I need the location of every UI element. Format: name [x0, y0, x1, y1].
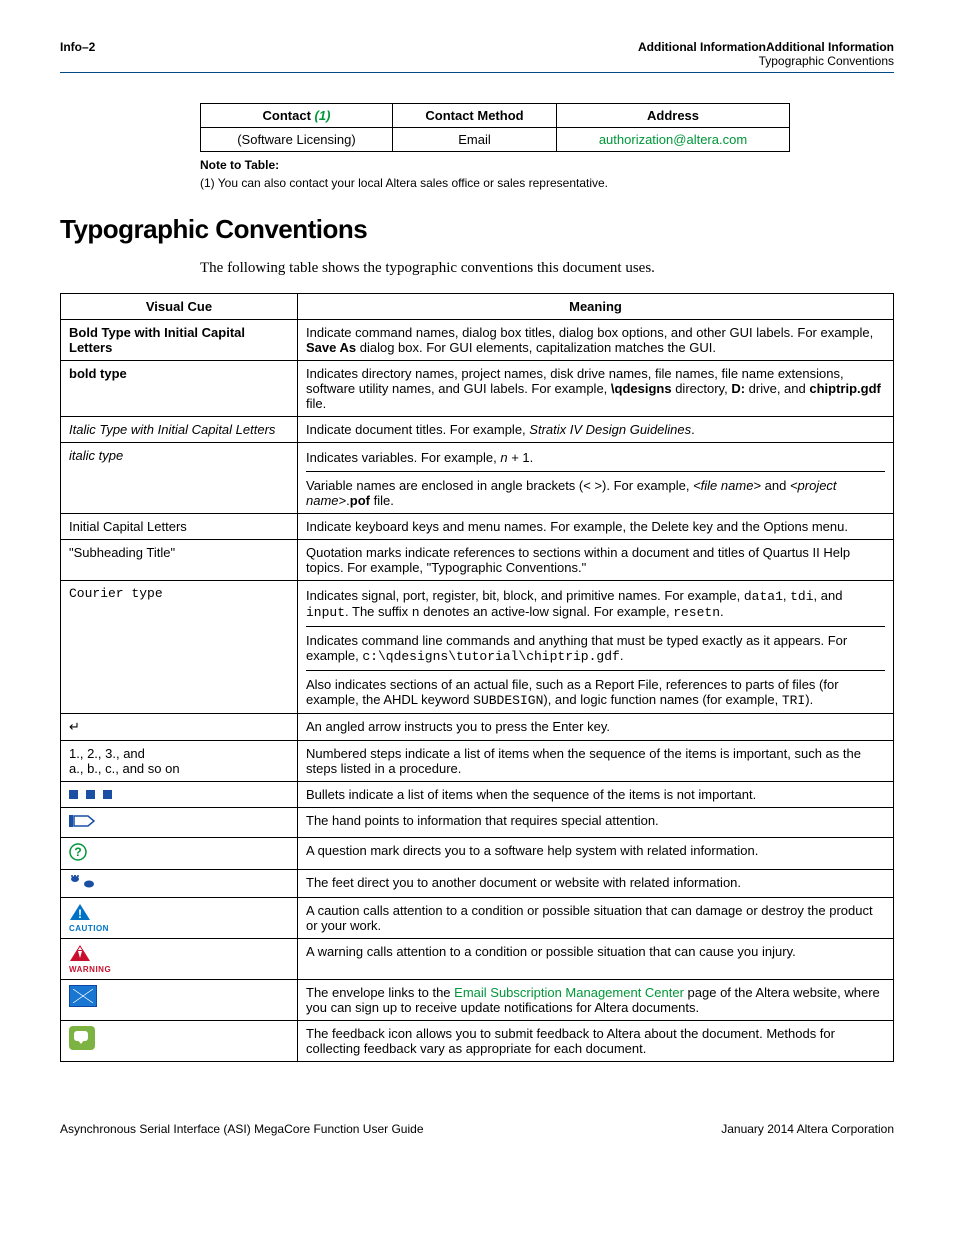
- header-left: Info–2: [60, 40, 95, 68]
- conv-row-warning: WARNING A warning calls attention to a c…: [61, 939, 894, 980]
- footnote-ref: (1): [315, 108, 331, 123]
- cue-feet: [61, 870, 298, 898]
- table-note-label: Note to Table:: [200, 158, 279, 172]
- conventions-table: Visual Cue Meaning Bold Type with Initia…: [60, 293, 894, 1062]
- meaning-bold-type: Indicates directory names, project names…: [298, 361, 894, 417]
- contact-table-row: (Software Licensing) Email authorization…: [201, 128, 790, 152]
- cue-hand: [61, 808, 298, 838]
- meaning-warning: A warning calls attention to a condition…: [298, 939, 894, 980]
- meaning-courier: Indicates signal, port, register, bit, b…: [298, 581, 894, 714]
- conv-row-subheading: "Subheading Title" Quotation marks indic…: [61, 540, 894, 581]
- cue-bold-caps: Bold Type with Initial Capital Letters: [61, 320, 298, 361]
- section-title: Typographic Conventions: [60, 214, 894, 245]
- conv-row-feedback: The feedback icon allows you to submit f…: [61, 1021, 894, 1062]
- header-right: Additional InformationAdditional Informa…: [638, 40, 894, 68]
- contact-cell-method: Email: [392, 128, 556, 152]
- warning-icon: [69, 944, 91, 962]
- email-subscription-link[interactable]: Email Subscription Management Center: [454, 985, 684, 1000]
- conv-row-courier: Courier type Indicates signal, port, reg…: [61, 581, 894, 714]
- conv-row-question: ? A question mark directs you to a softw…: [61, 838, 894, 870]
- conventions-header-row: Visual Cue Meaning: [61, 294, 894, 320]
- cue-question: ?: [61, 838, 298, 870]
- footer-left: Asynchronous Serial Interface (ASI) Mega…: [60, 1122, 424, 1136]
- page-footer: Asynchronous Serial Interface (ASI) Mega…: [60, 1122, 894, 1136]
- cue-numbered: 1., 2., 3., anda., b., c., and so on: [61, 741, 298, 782]
- cue-caution: ! CAUTION: [61, 898, 298, 939]
- meaning-italic-type: Indicates variables. For example, n + 1.…: [298, 443, 894, 514]
- cue-courier: Courier type: [61, 581, 298, 714]
- cue-bold-type: bold type: [61, 361, 298, 417]
- caution-label: CAUTION: [69, 924, 289, 933]
- meaning-initial-caps: Indicate keyboard keys and menu names. F…: [298, 514, 894, 540]
- header-right-line2: Typographic Conventions: [638, 54, 894, 68]
- footer-right: January 2014 Altera Corporation: [721, 1122, 894, 1136]
- conv-row-caution: ! CAUTION A caution calls attention to a…: [61, 898, 894, 939]
- contact-header-contact: Contact (1): [201, 104, 393, 128]
- bullets-icon: [69, 787, 289, 802]
- meaning-question: A question mark directs you to a softwar…: [298, 838, 894, 870]
- meaning-hand: The hand points to information that requ…: [298, 808, 894, 838]
- caution-icon: !: [69, 903, 91, 921]
- header-right-line1: Additional InformationAdditional Informa…: [638, 40, 894, 54]
- meaning-bullets: Bullets indicate a list of items when th…: [298, 782, 894, 808]
- th-visual-cue: Visual Cue: [61, 294, 298, 320]
- question-icon: ?: [69, 843, 87, 861]
- cue-subheading: "Subheading Title": [61, 540, 298, 581]
- contact-email-link[interactable]: authorization@altera.com: [599, 132, 747, 147]
- hand-icon: [69, 813, 97, 829]
- table-note-item: (1) You can also contact your local Alte…: [200, 176, 894, 190]
- meaning-numbered: Numbered steps indicate a list of items …: [298, 741, 894, 782]
- feet-icon: [69, 875, 99, 889]
- meaning-feedback: The feedback icon allows you to submit f…: [298, 1021, 894, 1062]
- cue-warning: WARNING: [61, 939, 298, 980]
- contact-header-method: Contact Method: [392, 104, 556, 128]
- conv-row-italic-caps: Italic Type with Initial Capital Letters…: [61, 417, 894, 443]
- contact-cell-contact: (Software Licensing): [201, 128, 393, 152]
- svg-text:?: ?: [74, 845, 81, 859]
- contact-header-address: Address: [557, 104, 790, 128]
- envelope-icon: [69, 985, 97, 1007]
- cue-enter-arrow: ↵: [61, 714, 298, 741]
- cue-envelope: [61, 980, 298, 1021]
- meaning-caution: A caution calls attention to a condition…: [298, 898, 894, 939]
- cue-feedback: [61, 1021, 298, 1062]
- conv-row-initial-caps: Initial Capital Letters Indicate keyboar…: [61, 514, 894, 540]
- conv-row-feet: The feet direct you to another document …: [61, 870, 894, 898]
- intro-text: The following table shows the typographi…: [200, 260, 894, 277]
- table-note: Note to Table:: [200, 158, 894, 172]
- meaning-subheading: Quotation marks indicate references to s…: [298, 540, 894, 581]
- contact-cell-address: authorization@altera.com: [557, 128, 790, 152]
- warning-label: WARNING: [69, 965, 289, 974]
- cue-initial-caps: Initial Capital Letters: [61, 514, 298, 540]
- cue-italic-type: italic type: [61, 443, 298, 514]
- conv-row-enter-arrow: ↵ An angled arrow instructs you to press…: [61, 714, 894, 741]
- meaning-italic-caps: Indicate document titles. For example, S…: [298, 417, 894, 443]
- conv-row-bullets: Bullets indicate a list of items when th…: [61, 782, 894, 808]
- cue-bullets: [61, 782, 298, 808]
- feedback-icon: [69, 1026, 95, 1050]
- conv-row-numbered: 1., 2., 3., anda., b., c., and so on Num…: [61, 741, 894, 782]
- cue-italic-caps: Italic Type with Initial Capital Letters: [61, 417, 298, 443]
- contact-table-header-row: Contact (1) Contact Method Address: [201, 104, 790, 128]
- th-meaning: Meaning: [298, 294, 894, 320]
- svg-text:!: !: [78, 907, 82, 921]
- conv-row-bold-type: bold type Indicates directory names, pro…: [61, 361, 894, 417]
- contact-table: Contact (1) Contact Method Address (Soft…: [200, 103, 790, 152]
- meaning-feet: The feet direct you to another document …: [298, 870, 894, 898]
- conv-row-hand: The hand points to information that requ…: [61, 808, 894, 838]
- conv-row-envelope: The envelope links to the Email Subscrip…: [61, 980, 894, 1021]
- meaning-bold-caps: Indicate command names, dialog box title…: [298, 320, 894, 361]
- conv-row-italic-type: italic type Indicates variables. For exa…: [61, 443, 894, 514]
- conv-row-bold-caps: Bold Type with Initial Capital Letters I…: [61, 320, 894, 361]
- meaning-envelope: The envelope links to the Email Subscrip…: [298, 980, 894, 1021]
- meaning-enter-arrow: An angled arrow instructs you to press t…: [298, 714, 894, 741]
- page-header: Info–2 Additional InformationAdditional …: [60, 40, 894, 73]
